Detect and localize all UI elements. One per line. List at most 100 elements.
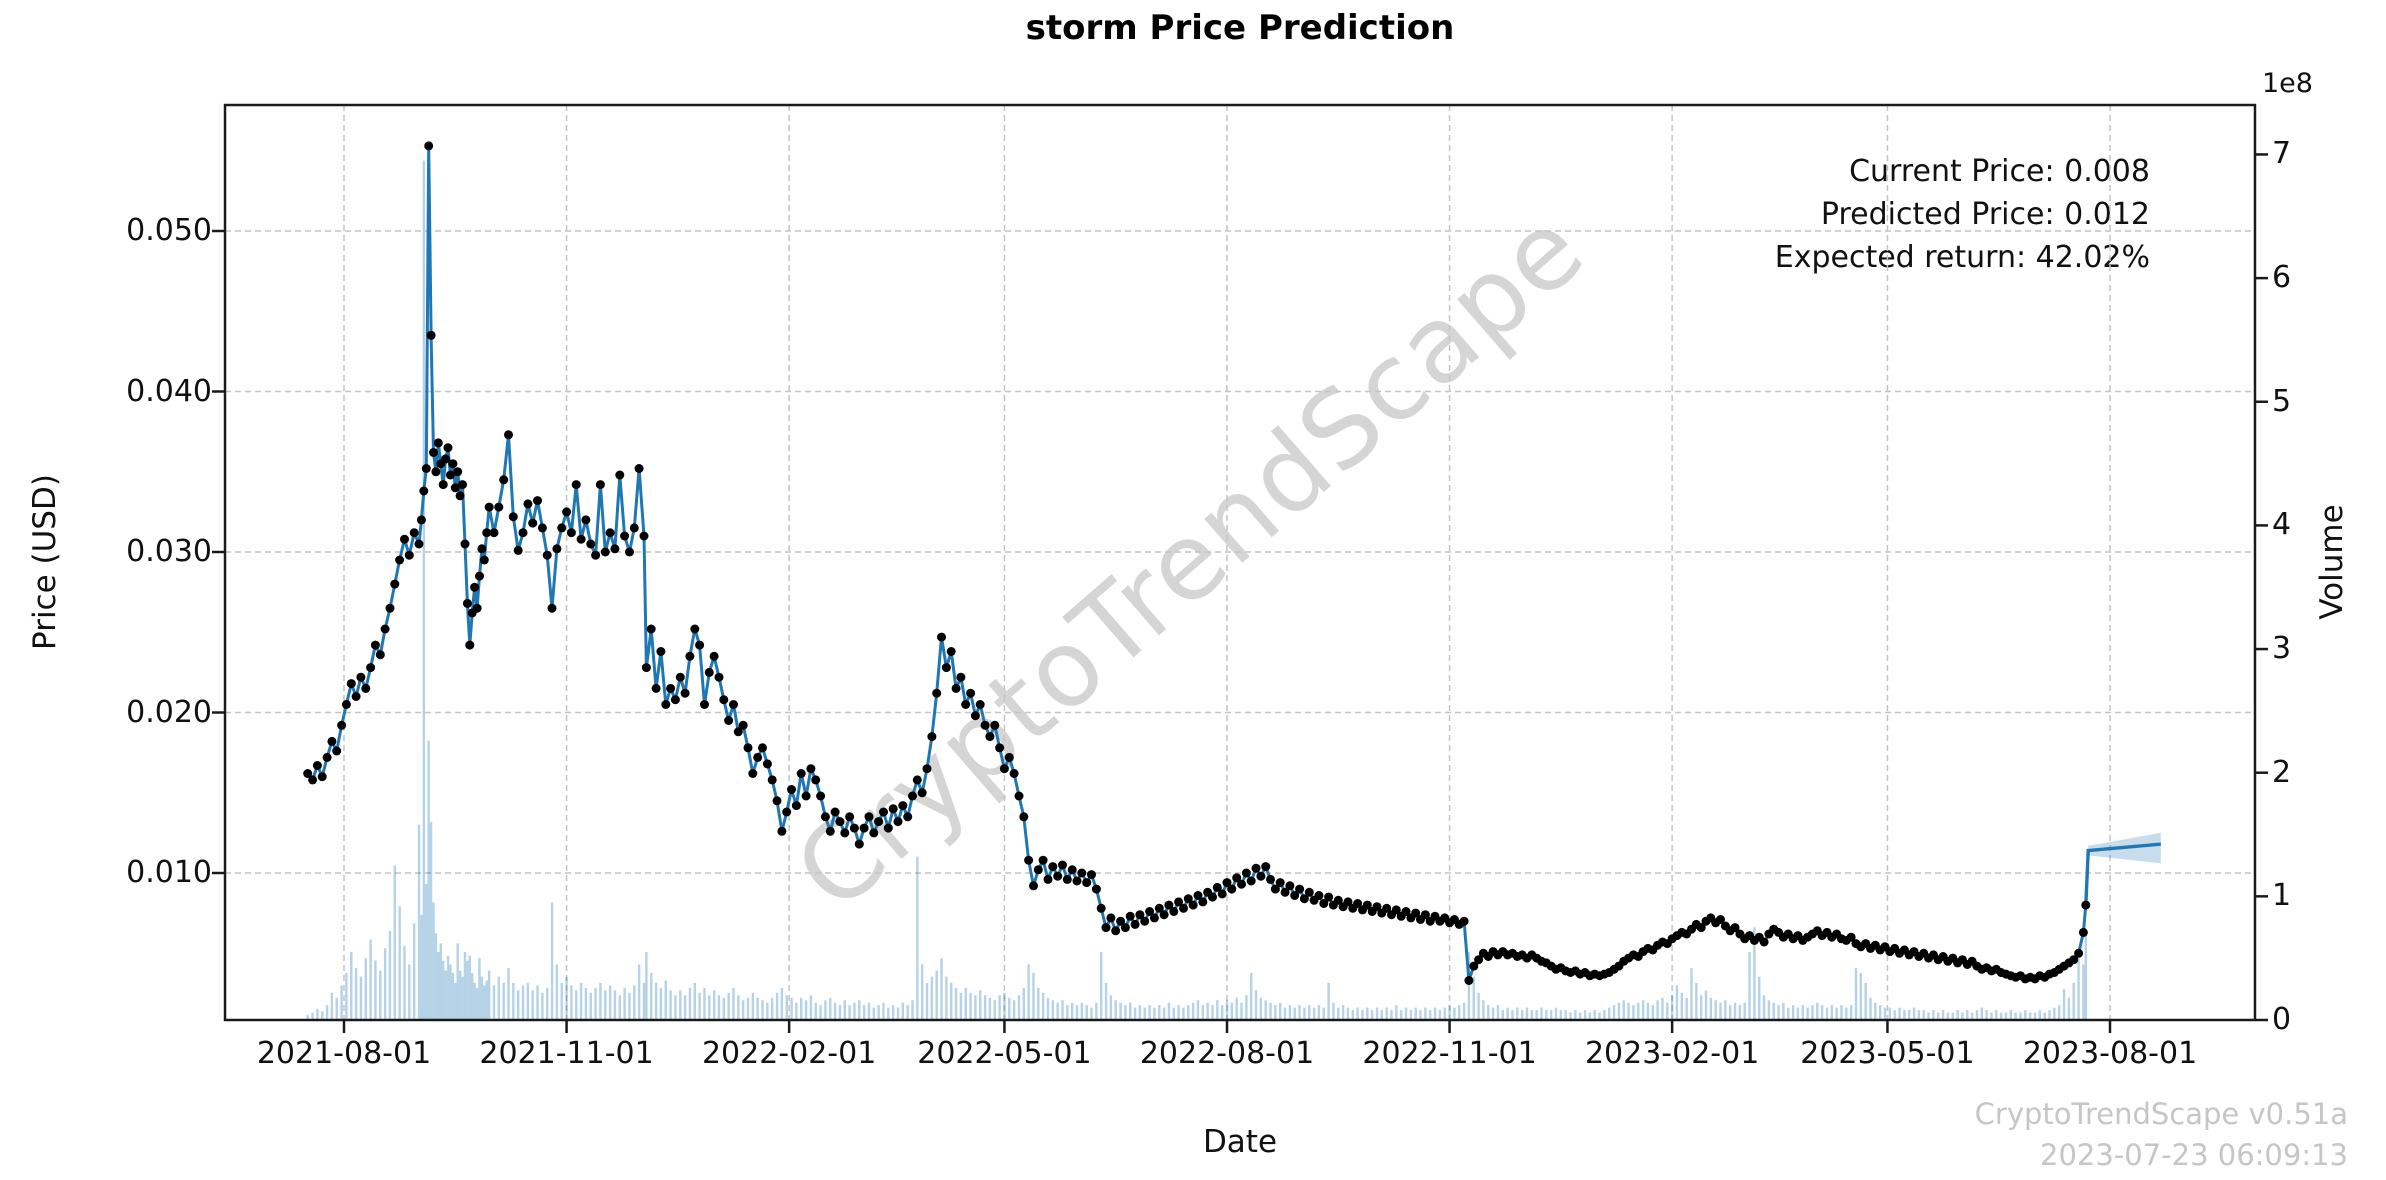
data-point-marker bbox=[835, 817, 845, 827]
price-tick-label: 0.030 bbox=[126, 534, 212, 569]
data-point-marker bbox=[308, 775, 318, 785]
volume-bar bbox=[1158, 1005, 1161, 1020]
volume-bar bbox=[1540, 1007, 1543, 1020]
volume-bar bbox=[1782, 1002, 1785, 1020]
data-point-marker bbox=[581, 515, 591, 525]
volume-bar bbox=[1975, 1010, 1979, 1020]
volume-bar bbox=[1961, 1012, 1964, 1020]
data-point-marker bbox=[738, 720, 748, 730]
x-tick-label: 2023-02-01 bbox=[1584, 1036, 1760, 1071]
volume-bar bbox=[594, 987, 597, 1020]
data-point-marker bbox=[825, 826, 835, 836]
volume-bar bbox=[1303, 1007, 1306, 1020]
volume-bar bbox=[727, 992, 730, 1020]
volume-bar bbox=[998, 995, 1001, 1020]
volume-bar bbox=[800, 997, 803, 1020]
volume-bar bbox=[1941, 1010, 1945, 1020]
volume-bar bbox=[659, 987, 663, 1020]
data-point-marker bbox=[704, 667, 714, 677]
volume-bar bbox=[412, 923, 416, 1020]
data-point-marker bbox=[1232, 873, 1242, 883]
volume-bar bbox=[1719, 1002, 1722, 1020]
volume-bar bbox=[882, 1002, 885, 1020]
volume-bar bbox=[388, 930, 392, 1020]
volume-bar bbox=[1922, 1010, 1925, 1020]
x-tick-label: 2022-08-01 bbox=[1139, 1036, 1315, 1071]
volume-bar bbox=[712, 990, 716, 1020]
data-point-marker bbox=[1401, 907, 1411, 916]
volume-bar bbox=[1196, 1000, 1200, 1020]
volume-bar bbox=[1216, 1000, 1219, 1020]
volume-bar bbox=[1211, 1005, 1214, 1020]
volume-bar bbox=[1835, 1007, 1838, 1020]
data-point-marker bbox=[690, 624, 700, 634]
volume-bar bbox=[623, 987, 626, 1020]
volume-bar bbox=[679, 990, 682, 1020]
data-point-marker bbox=[404, 550, 414, 560]
data-point-marker bbox=[1029, 881, 1038, 891]
volume-bar bbox=[1414, 1007, 1417, 1020]
volume-bar bbox=[959, 992, 963, 1020]
volume-tick-label: 4 bbox=[2272, 507, 2292, 543]
volume-bar bbox=[2033, 1012, 2037, 1020]
data-point-marker bbox=[912, 775, 922, 785]
volume-bar bbox=[1220, 1005, 1224, 1020]
volume-bar bbox=[1341, 1005, 1345, 1020]
data-point-marker bbox=[566, 528, 576, 538]
volume-bar bbox=[1869, 997, 1872, 1020]
volume-bar bbox=[1100, 951, 1103, 1020]
volume-bar bbox=[550, 902, 554, 1020]
volume-bar bbox=[1501, 1010, 1504, 1020]
volume-bar bbox=[858, 1000, 861, 1020]
data-point-marker bbox=[646, 624, 656, 634]
volume-bar bbox=[1259, 997, 1263, 1020]
volume-bar bbox=[633, 985, 636, 1020]
data-point-marker bbox=[1343, 897, 1353, 907]
volume-bar bbox=[1825, 1007, 1829, 1020]
volume-bar bbox=[526, 982, 530, 1020]
volume-bar bbox=[954, 987, 958, 1020]
volume-bar bbox=[1177, 1005, 1180, 1020]
volume-bar bbox=[1811, 1005, 1814, 1020]
data-point-marker bbox=[489, 528, 499, 538]
volume-bar bbox=[1820, 1005, 1824, 1020]
volume-bar bbox=[1090, 1007, 1093, 1020]
data-point-marker bbox=[1014, 791, 1024, 801]
volume-bar bbox=[463, 951, 467, 1020]
volume-bar bbox=[422, 160, 426, 1020]
data-point-marker bbox=[455, 491, 465, 501]
x-tick-label: 2023-05-01 bbox=[1800, 1036, 1975, 1071]
data-point-marker bbox=[322, 752, 332, 762]
forecast-line bbox=[2084, 842, 2161, 906]
volume-bar bbox=[1545, 1010, 1548, 1020]
volume-bar bbox=[1143, 1007, 1146, 1020]
data-point-marker bbox=[462, 598, 472, 608]
volume-bar bbox=[824, 1000, 827, 1020]
volume-bar bbox=[770, 997, 774, 1020]
data-point-marker bbox=[472, 603, 482, 613]
volume-bar bbox=[1037, 987, 1040, 1020]
volume-bar bbox=[1506, 1007, 1509, 1020]
data-point-marker bbox=[441, 454, 451, 464]
volume-bar bbox=[1898, 1007, 1901, 1020]
data-point-marker bbox=[724, 716, 734, 725]
volume-bar bbox=[1298, 1005, 1301, 1020]
volume-bar bbox=[1632, 1005, 1635, 1020]
volume-bar bbox=[1714, 1000, 1717, 1020]
data-point-marker bbox=[917, 788, 927, 798]
data-point-marker bbox=[941, 663, 951, 673]
data-point-marker bbox=[806, 764, 816, 774]
volume-tick-label: 7 bbox=[2272, 136, 2292, 172]
volume-bar bbox=[1951, 1012, 1954, 1020]
volume-bar bbox=[1390, 1010, 1393, 1020]
volume-bar bbox=[439, 943, 442, 1020]
volume-tick-label: 6 bbox=[2272, 260, 2292, 296]
volume-bar bbox=[1235, 997, 1238, 1020]
volume-bar bbox=[1070, 1002, 1074, 1020]
volume-bar bbox=[1690, 968, 1693, 1020]
volume-bar bbox=[645, 951, 648, 1020]
volume-bar bbox=[988, 997, 992, 1020]
volume-bar bbox=[1245, 995, 1248, 1020]
volume-bar bbox=[475, 987, 479, 1020]
data-point-marker bbox=[1019, 812, 1029, 822]
